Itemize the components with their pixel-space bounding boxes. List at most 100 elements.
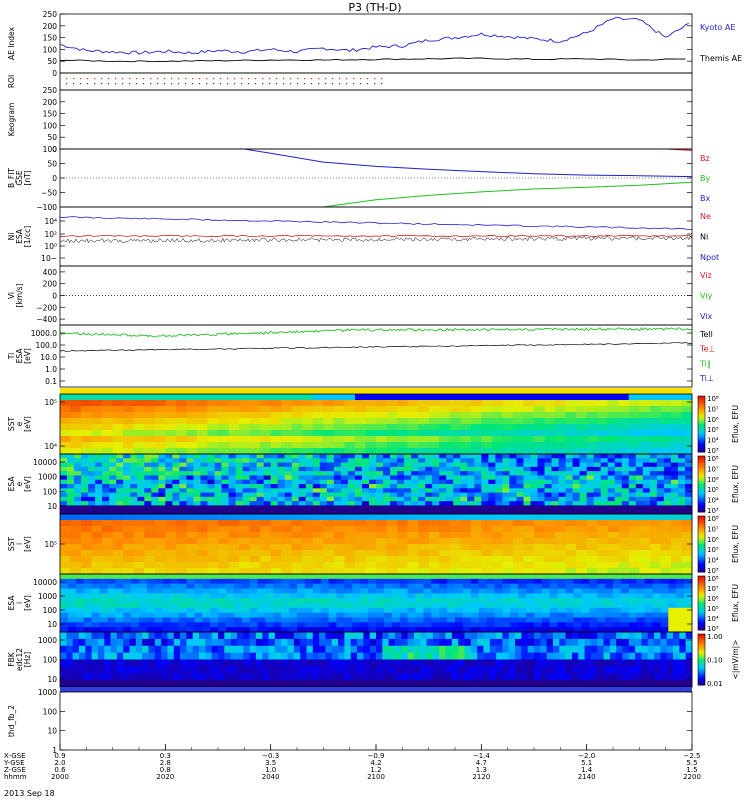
esa_i-cell xyxy=(565,583,574,589)
fbk-cell xyxy=(609,632,617,640)
esa_i-cell xyxy=(257,607,266,614)
fbk-cell xyxy=(262,666,269,674)
sst_i-cell xyxy=(291,532,303,539)
sst_i-cell xyxy=(481,520,493,527)
fbk-cell xyxy=(230,680,238,688)
esa_e-cell xyxy=(586,475,595,481)
esa_e-cell xyxy=(425,475,433,481)
esa_e-cell xyxy=(109,475,117,481)
esa_e-cell xyxy=(368,471,377,476)
fbk-cell xyxy=(218,632,225,640)
esa_e-cell xyxy=(207,509,215,515)
sst_e-cell xyxy=(544,442,556,449)
colorbar-cell xyxy=(698,424,705,427)
esa_e-cell xyxy=(586,458,595,463)
esa_i-cell xyxy=(549,617,559,623)
esa_i-cell xyxy=(75,617,85,623)
esa_e-cell xyxy=(656,501,665,506)
sst_i-cell xyxy=(565,556,577,563)
esa_i-cell xyxy=(557,574,566,580)
colorbar-cell xyxy=(698,618,705,622)
esa_e-cell xyxy=(509,475,517,481)
sst_e-cell xyxy=(270,412,282,419)
sst_e-cell xyxy=(218,400,229,407)
esa_i-cell xyxy=(589,612,598,618)
fbk-cell xyxy=(363,659,371,667)
esa_i-cell xyxy=(289,578,298,585)
esa_i-cell xyxy=(297,593,306,599)
roi-marker xyxy=(304,83,306,85)
esa_i-cell xyxy=(470,622,480,628)
esa_e-cell xyxy=(565,509,574,515)
esa_e-cell xyxy=(474,488,482,493)
esa_i-cell xyxy=(360,583,369,589)
sst_e-cell xyxy=(144,400,156,407)
fbk-cell xyxy=(350,645,358,654)
esa_e-cell xyxy=(361,454,370,459)
colorbar-tick-label: 1.00 xyxy=(707,633,723,641)
fbk-cell xyxy=(331,638,339,647)
esa_e-cell xyxy=(95,471,103,476)
sst_e-cell xyxy=(649,406,661,413)
esa_e-cell xyxy=(74,501,82,506)
colorbar-cell xyxy=(698,578,705,581)
sst_e-cell xyxy=(112,412,124,419)
colorbar-cell xyxy=(698,398,705,402)
esa_i-cell xyxy=(462,593,472,599)
fbk-cell xyxy=(325,680,333,688)
fbk-cell xyxy=(464,632,472,640)
esa_i-cell xyxy=(549,583,559,589)
fbk-cell xyxy=(319,652,326,660)
esa_e-cell xyxy=(593,466,602,472)
sst_e-cell xyxy=(196,448,208,455)
esa_e-cell xyxy=(551,462,559,468)
esa_e-cell xyxy=(607,466,616,472)
fbk-cell xyxy=(287,652,295,660)
esa_e-cell xyxy=(621,479,630,485)
sst_e-ytick-label: 10⁴ xyxy=(44,442,57,451)
esa_i-cell xyxy=(510,617,519,623)
colorbar-cell xyxy=(698,484,705,487)
fbk-cell xyxy=(110,659,118,667)
esa_e-cell xyxy=(263,496,272,502)
esa_i-cell xyxy=(123,607,132,614)
fbk-cell xyxy=(66,638,74,647)
esa_e-cell xyxy=(481,471,489,476)
esa_e-cell xyxy=(228,471,236,476)
esa_i-cell xyxy=(644,617,653,623)
colorbar-cell xyxy=(698,634,705,637)
sst_e-cell xyxy=(376,448,387,455)
esa_i-cell xyxy=(399,588,408,594)
esa_i-cell xyxy=(439,583,448,589)
esa_i-cell xyxy=(233,598,243,604)
fbk-cell xyxy=(420,659,427,667)
fbk-cell xyxy=(281,638,288,647)
sst_i-cell xyxy=(439,550,451,557)
sst_e-cell xyxy=(196,406,208,413)
roi-marker xyxy=(248,83,250,85)
esa_i-cell xyxy=(684,607,693,614)
esa_e-cell xyxy=(368,479,377,485)
roi-marker xyxy=(255,83,257,85)
esa_i-cell xyxy=(178,593,187,599)
sst_e-cell xyxy=(470,436,482,443)
esa_i-cell xyxy=(534,612,543,618)
sst_e-cell xyxy=(660,400,672,407)
esa_i-cell xyxy=(257,588,266,594)
esa_e-cell xyxy=(635,505,644,511)
fbk-cell xyxy=(306,632,314,640)
density-ytick-label: 10² xyxy=(44,230,57,239)
sst_i-cell xyxy=(397,550,408,557)
esa_e-cell xyxy=(333,496,342,502)
esa_i-cell xyxy=(399,583,408,589)
esa_e-cell xyxy=(516,492,524,498)
sst_i-cell xyxy=(491,550,503,557)
sst_i-cell xyxy=(123,526,135,533)
esa_i-cell xyxy=(91,627,100,633)
esa_e-cell xyxy=(74,488,82,493)
roi-marker xyxy=(353,83,355,85)
esa_i-cell xyxy=(170,612,179,618)
fbk-cell xyxy=(173,666,181,674)
esa_i-cell xyxy=(131,622,140,628)
esa_e-cell xyxy=(200,509,208,515)
